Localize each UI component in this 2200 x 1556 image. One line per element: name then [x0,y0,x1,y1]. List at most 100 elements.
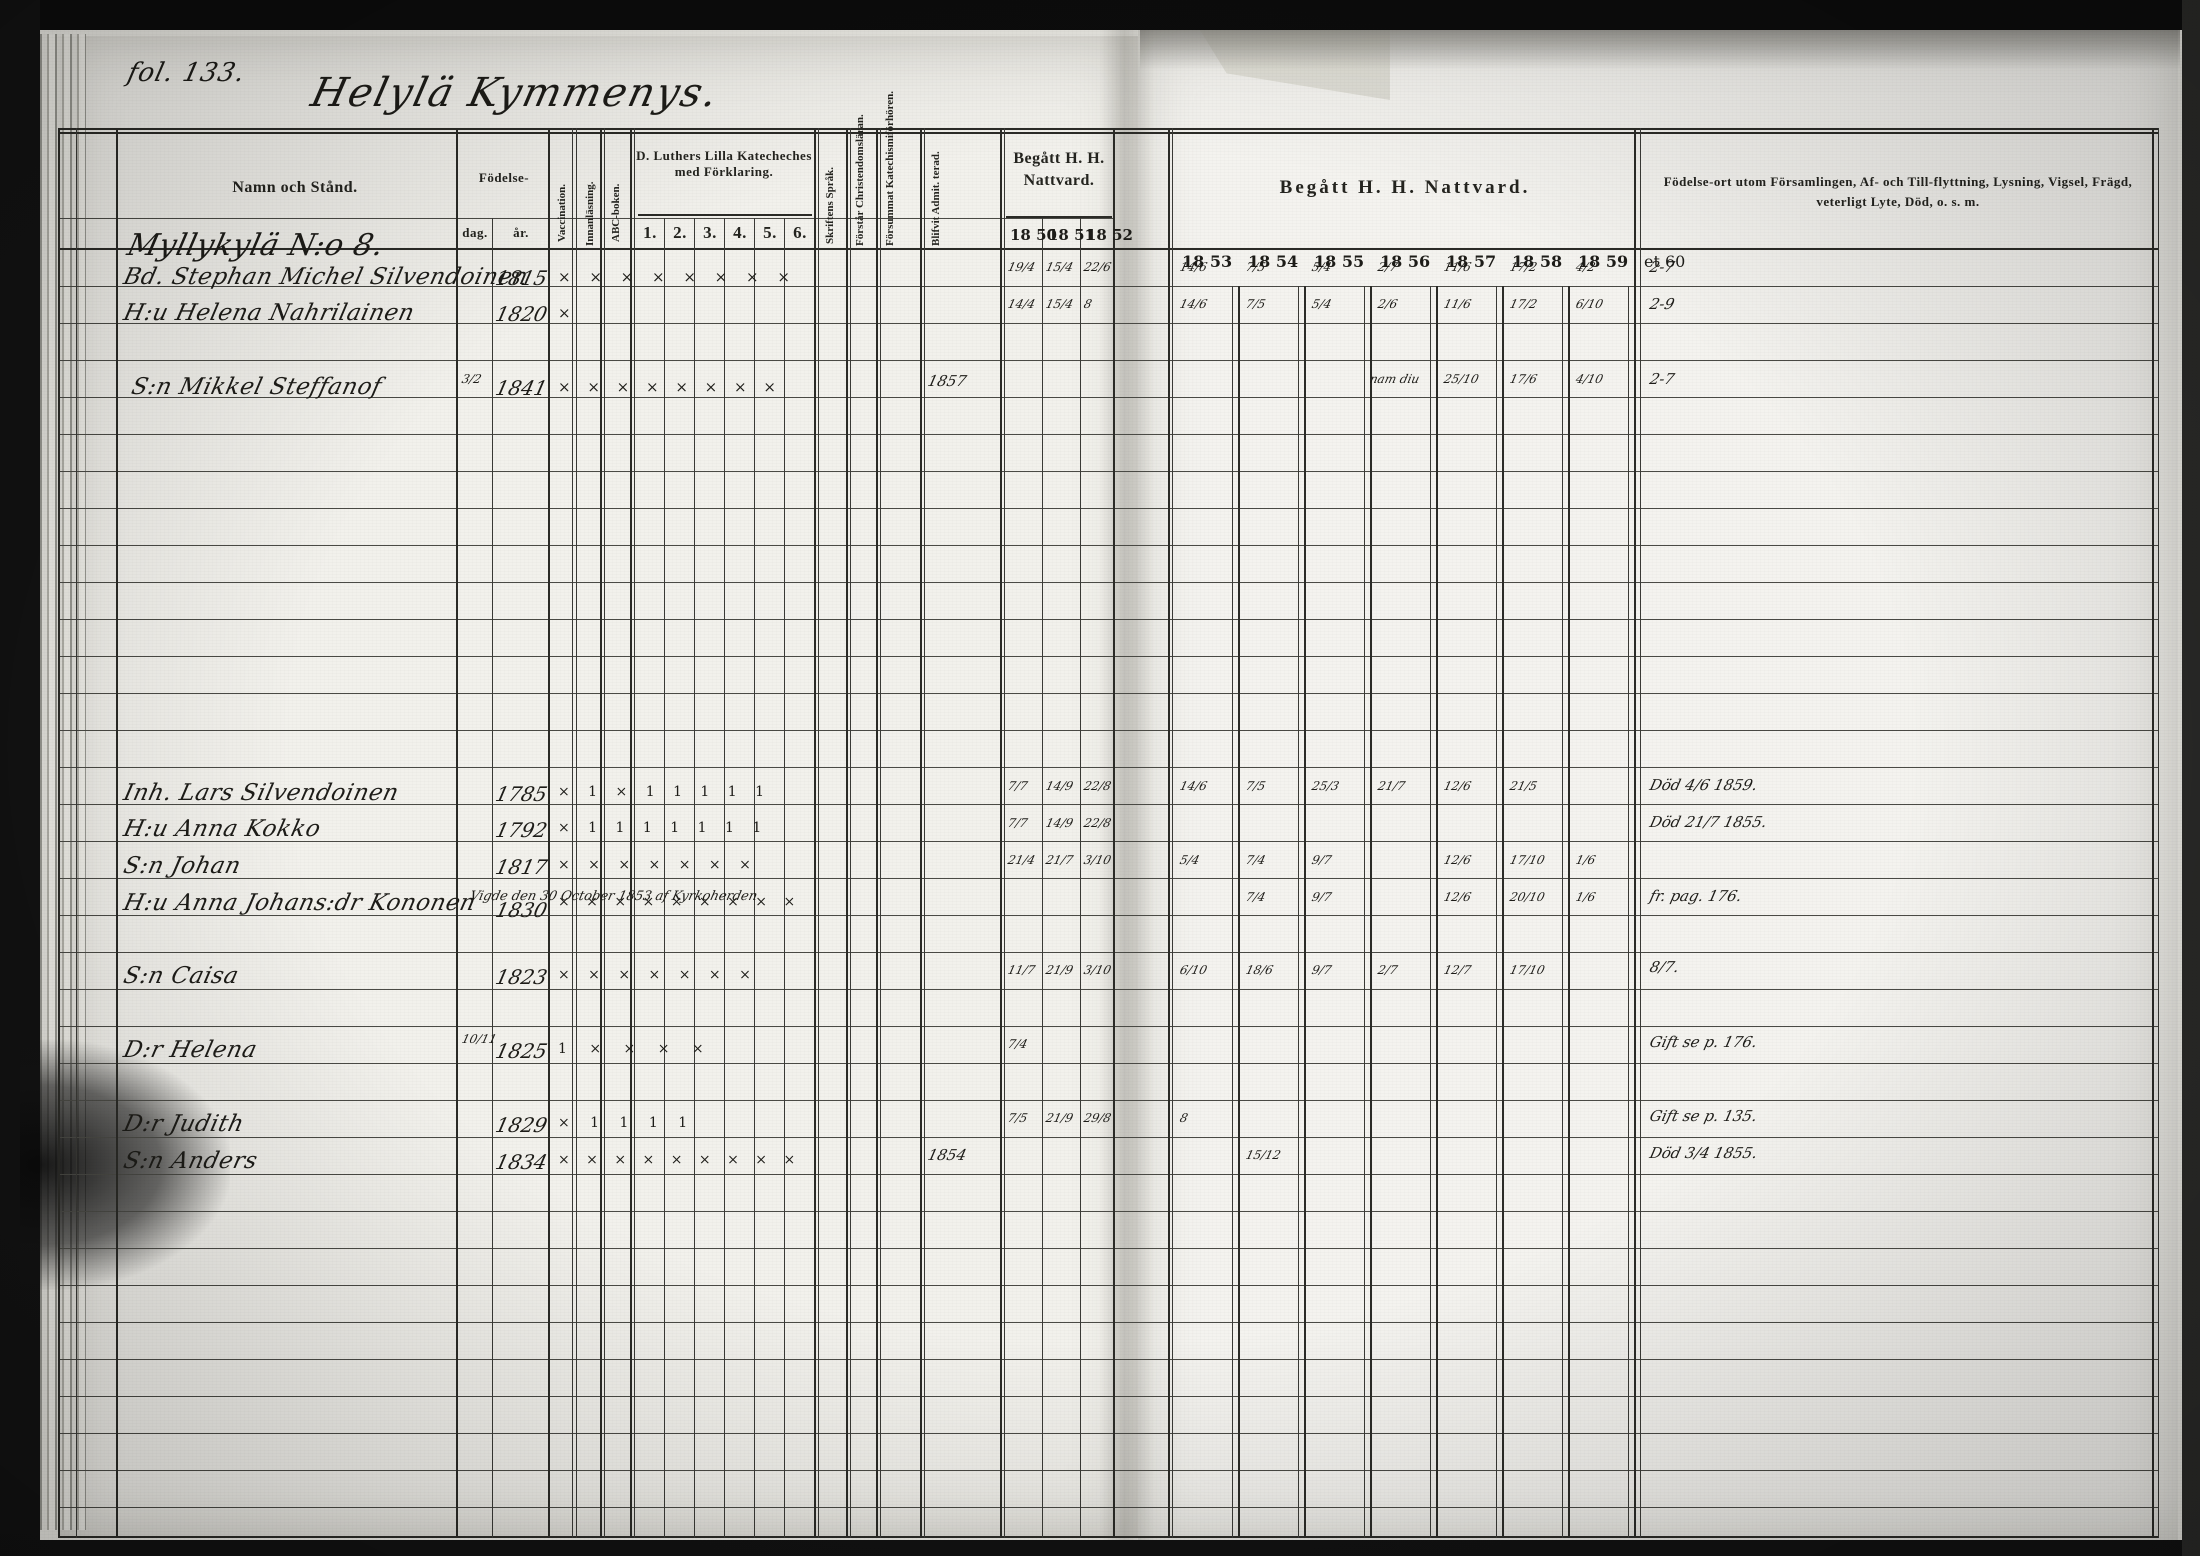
row-y1853-2: 14/6 [1178,297,1209,311]
row-y1850-5: 7/7 [1006,816,1029,830]
row-y1857-1: 11/6 [1442,260,1473,274]
row-note-2: 2-9 [1647,295,1677,313]
header-forsummat-katechismi: Försummat Katechismiförhören. [884,91,896,246]
row-name-5: H:u Anna Kokko [120,816,324,842]
year-col-1850: 18 50 [1010,226,1057,244]
row-name-11: S:n Anders [120,1148,261,1174]
row-y1855-4: 25/3 [1310,779,1341,793]
row-birthyear-1: 1815 [493,266,550,290]
row-birthyear-2: 1820 [493,302,550,326]
header-skriftens-sprak: Skriftens Språk. [824,166,836,244]
row-y1858-2: 17/2 [1508,297,1539,311]
row-y1855-2: 5/4 [1310,297,1333,311]
row-y1858-7: 20/10 [1508,890,1547,904]
row-y1856-1: 2/7 [1376,260,1399,274]
row-note-10: Gift se p. 135. [1647,1107,1760,1125]
row-name-7: H:u Anna Johans:dr Kononen [120,890,479,916]
row-marks-3: × × × × × × × × [558,378,782,396]
header-katechism: D. Luthers Lilla Katecheches med Förklar… [636,148,812,180]
row-birthyear-7: 1830 [493,898,550,922]
row-name-4: Inh. Lars Silvendoinen [120,780,402,806]
row-y1856-2: 2/6 [1376,297,1399,311]
row-y1850-2: 14/4 [1006,297,1037,311]
row-marks-11: × × × × × × × × × [558,1152,802,1168]
header-forstar-christendomslaran: Förstår Christendomsläran. [854,114,866,246]
row-y1855-1: 5/4 [1310,260,1333,274]
header-innanlasning: Innanläsning. [584,181,596,246]
header-begatt-nattvard-right: Begått H. H. Nattvard. [1279,177,1531,198]
row-y1857-7: 12/6 [1442,890,1473,904]
year-col-1858: 18 58 [1512,252,1563,271]
row-y1858-4: 21/5 [1508,779,1539,793]
row-y1859-7: 1/6 [1574,890,1597,904]
header-katechism-1: 1. [643,223,657,242]
row-y1854-2: 7/5 [1244,297,1267,311]
row-marks-9: 1 × × × × [558,1041,713,1057]
row-birthday-9: 10/11 [460,1032,499,1046]
row-birthyear-5: 1792 [493,818,550,842]
row-y1854-6: 7/4 [1244,853,1267,867]
scan-edge-right [2182,0,2200,1556]
folio-label: fol. 133. [124,58,249,88]
row-birthyear-9: 1825 [493,1039,550,1063]
header-begatt-nattvard-left: Begått H. H. Nattvard. [1013,150,1105,190]
row-y1856-3: nam diu [1368,372,1421,386]
header-vaccination: Vaccination. [556,184,568,242]
row-note-4: Död 4/6 1859. [1647,776,1760,794]
row-y1859-1: 4/2 [1574,260,1597,274]
row-y1850-9: 7/4 [1006,1037,1029,1051]
page-right [1138,30,2178,1540]
header-katechism-5: 5. [763,223,777,242]
header-namn-och-stand: Namn och Stånd. [232,179,358,196]
row-birthyear-6: 1817 [493,855,550,879]
row-birthday-3: 3/2 [460,372,483,386]
year-col-1856: 18 56 [1380,252,1431,271]
row-y1858-3: 17/6 [1508,372,1539,386]
row-marks-5: × 1 1 1 1 1 1 1 [558,820,769,836]
row-y1858-6: 17/10 [1508,853,1547,867]
scan-edge-left [0,0,40,1556]
row-marks-10: × 1 1 1 1 [558,1115,696,1131]
row-y1854-7: 7/4 [1244,890,1267,904]
row-name-8: S:n Caisa [120,963,242,989]
row-name-1: Bd. Stephan Michel Silvendoinen [120,264,531,290]
row-y1855-8: 9/7 [1310,963,1333,977]
book-binding-edge [40,34,86,1530]
row-name-6: S:n Johan [120,853,244,879]
row-note-1: 2-7 [1647,258,1677,276]
row-note-5: Död 21/7 1855. [1647,813,1769,831]
row-y1856-8: 2/7 [1376,963,1399,977]
row-admitted-11: 1854 [925,1146,969,1164]
row-y1850-4: 7/7 [1006,779,1029,793]
row-y1859-2: 6/10 [1574,297,1605,311]
row-note-9: Gift se p. 176. [1647,1033,1760,1051]
row-y1851-6: 21/7 [1044,853,1075,867]
row-y1857-4: 12/6 [1442,779,1473,793]
header-blifvit-admitterad: Blifvit Admit. terad. [930,151,942,246]
scan-edge-top [0,0,2200,44]
header-fodelse: Födelse- [478,170,530,185]
year-col-1852: 18 52 [1086,226,1133,244]
row-y1854-11: 15/12 [1244,1148,1283,1162]
header-katechism-6: 6. [793,223,807,242]
village-heading: Helylä Kymmenys. [306,70,724,116]
row-name-2: H:u Helena Nahrilainen [120,300,418,326]
header-fodelse-dag: dag. [462,225,488,240]
row-y1854-4: 7/5 [1244,779,1267,793]
row-name-10: D:r Judith [120,1111,247,1137]
row-y1855-6: 9/7 [1310,853,1333,867]
row-marks-4: × 1 × 1 1 1 1 1 [558,784,772,800]
row-y1852-1: 22/6 [1082,260,1113,274]
row-note-8: 8/7. [1647,958,1681,976]
year-col-et60: et 60 [1644,252,1686,271]
row-birthyear-11: 1834 [493,1150,550,1174]
row-y1852-6: 3/10 [1082,853,1113,867]
row-y1853-6: 5/4 [1178,853,1201,867]
header-abc-boken: ABC-boken. [610,183,622,242]
year-col-1851: 18 51 [1048,226,1095,244]
row-y1854-8: 18/6 [1244,963,1275,977]
row-y1855-7: 9/7 [1310,890,1333,904]
row-y1851-10: 21/9 [1044,1111,1075,1125]
row-note-7: fr. pag. 176. [1647,887,1744,905]
